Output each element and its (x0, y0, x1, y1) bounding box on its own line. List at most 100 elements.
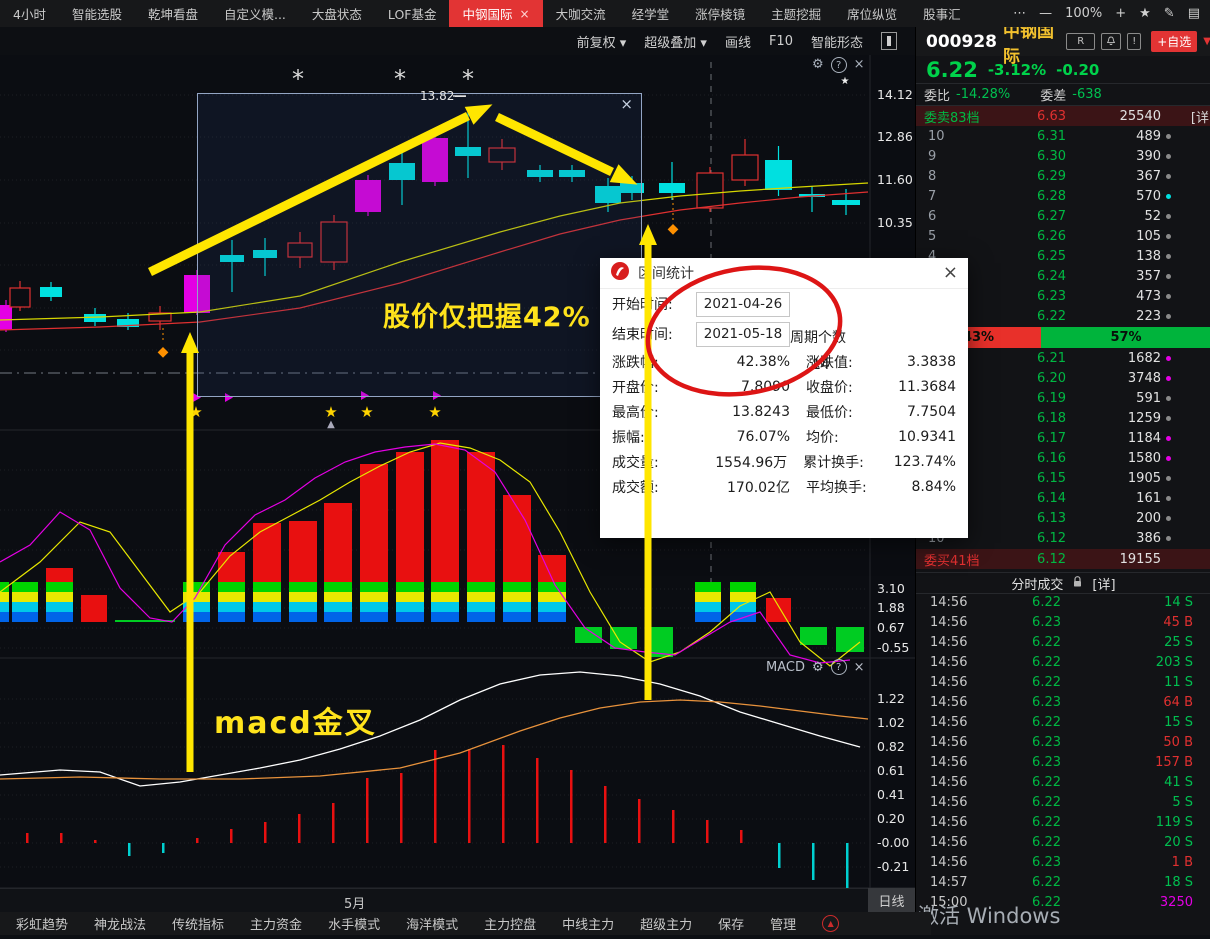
tab-13[interactable]: 股事汇 (923, 7, 961, 22)
ask-row[interactable]: 5 6.26 105 (916, 226, 1210, 246)
tape-row[interactable]: 14:56 6.22 11 S (930, 675, 1193, 690)
tape-detail-link[interactable]: [详] (1092, 577, 1116, 593)
tape-row[interactable]: 14:56 6.23 157 B (930, 755, 1193, 770)
toolbar-item-5[interactable]: 智能形态 (810, 35, 863, 51)
candle-style-icon[interactable] (881, 32, 897, 50)
tape-row[interactable]: 14:56 6.22 15 S (930, 715, 1193, 730)
selection-close-icon[interactable]: × (620, 95, 633, 113)
tape-row[interactable]: 14:56 6.22 14 S (930, 595, 1193, 610)
tab-close-icon[interactable]: × (519, 6, 530, 21)
ask-row[interactable]: 8 6.29 367 (916, 166, 1210, 186)
add-favorite-button[interactable]: +自选 (1151, 31, 1198, 52)
tab-7[interactable]: 中钢国际 × (449, 0, 543, 27)
bottom-item-11[interactable]: 管理 (770, 918, 797, 933)
end-date-input[interactable] (696, 321, 790, 347)
stock-code: 000928 (926, 31, 997, 52)
tab-5[interactable]: 大盘状态 (311, 7, 362, 22)
macd-close-icon[interactable]: × (853, 659, 865, 675)
toolbar-item-1[interactable]: 前复权 ▾ (576, 35, 627, 51)
period-selector[interactable]: 日线 (868, 888, 915, 912)
zoom-level[interactable]: 100% (1065, 6, 1103, 21)
selection-box[interactable]: × (197, 93, 642, 397)
sell-summary-row[interactable]: 委卖83档 6.63 25540 [详 (916, 106, 1210, 126)
ask-row[interactable]: 4 6.25 138 (916, 246, 1210, 266)
bottom-item-9[interactable]: 超级主力 (640, 918, 693, 933)
minimize-icon[interactable]: — (1039, 6, 1053, 21)
tab-9[interactable]: 经学堂 (631, 7, 670, 22)
chart-close-icon[interactable]: × (853, 57, 865, 72)
tape-row[interactable]: 14:56 6.23 64 B (930, 695, 1193, 710)
tape-row[interactable]: 14:56 6.22 20 S (930, 835, 1193, 850)
candle (148, 306, 172, 330)
bottom-item-7[interactable]: 主力控盘 (484, 918, 537, 933)
macd-bar (94, 840, 97, 843)
bottom-item-5[interactable]: 水手模式 (328, 918, 381, 933)
bottom-item-1[interactable]: 彩虹趋势 (16, 918, 69, 933)
tab-2[interactable]: 智能选股 (71, 7, 122, 22)
annotation-macd-note: macd金叉 (214, 706, 377, 741)
tape-row[interactable]: 14:56 6.23 45 B (930, 615, 1193, 630)
ask-row[interactable]: 10 6.31 489 (916, 126, 1210, 146)
toolbar-item-4[interactable]: F10 (768, 33, 793, 49)
layout-icon[interactable]: ▤ (1187, 6, 1200, 21)
macd-settings-icon[interactable]: ⚙ (811, 659, 824, 675)
more-icon[interactable]: ⋯ (1013, 6, 1027, 21)
tape-row[interactable]: 14:57 6.22 18 S (930, 875, 1193, 890)
tab-12[interactable]: 席位纵览 (847, 7, 898, 22)
tape-row[interactable]: 14:56 6.22 5 S (930, 795, 1193, 810)
tab-3[interactable]: 乾坤看盘 (147, 7, 198, 22)
tape-row[interactable]: 14:56 6.23 50 B (930, 735, 1193, 750)
queue-dot (1166, 293, 1171, 299)
bid-levels: 16.21168226.20374836.1959146.18125956.17… (916, 348, 1210, 548)
favorite-caret-icon[interactable]: ▼ (1203, 36, 1210, 47)
popup-stat-row: 成交量: 1554.96万 累计换手: 123.74% (612, 453, 956, 471)
candle (799, 186, 825, 212)
bottom-item-3[interactable]: 传统指标 (172, 918, 225, 933)
tape-row[interactable]: 15:00 6.22 3250 (930, 895, 1193, 910)
tape-row[interactable]: 14:56 6.23 1 B (930, 855, 1193, 870)
tab-8[interactable]: 大咖交流 (555, 7, 606, 22)
expand-up-icon[interactable]: ▲ (822, 915, 840, 932)
registration-badge: R (1066, 33, 1096, 50)
macd-bar (366, 778, 369, 843)
bottom-item-2[interactable]: 神龙战法 (94, 918, 147, 933)
pencil-icon[interactable]: ✎ (1163, 6, 1175, 21)
bottom-item-6[interactable]: 海洋模式 (406, 918, 459, 933)
macd-bar (672, 810, 675, 843)
gray-triangle-marker: ▲ (327, 419, 335, 430)
favorite-star-icon[interactable]: ★ (1139, 6, 1151, 21)
interval-stats-popup[interactable]: 区间统计 × 开始时间: 结束时间: 周期个数 14 涨跌幅:42.38%涨跌值… (600, 258, 968, 538)
macd-bar (468, 749, 471, 843)
tab-4[interactable]: 自定义模... (223, 7, 286, 22)
tape-row[interactable]: 14:56 6.22 41 S (930, 775, 1193, 790)
alert-bell-icon[interactable] (1101, 33, 1122, 50)
bottom-item-4[interactable]: 主力资金 (250, 918, 303, 933)
tab-11[interactable]: 主题挖掘 (771, 7, 822, 22)
toolbar-item-2[interactable]: 超级叠加 ▾ (644, 35, 707, 51)
sell-detail-link[interactable]: [详 (1190, 110, 1209, 126)
bottom-item-10[interactable]: 保存 (718, 918, 745, 933)
buy-summary-row[interactable]: 委买41档 6.12 19155 (916, 549, 1210, 569)
tape-row[interactable]: 14:56 6.22 25 S (930, 635, 1193, 650)
tape-row[interactable]: 14:56 6.22 119 S (930, 815, 1193, 830)
toolbar-item-3[interactable]: 画线 (724, 35, 751, 51)
chart-settings-icon[interactable]: ⚙ (812, 57, 824, 72)
queue-dot (1166, 173, 1171, 179)
tab-10[interactable]: 涨停棱镜 (695, 7, 746, 22)
macd-bar (60, 833, 63, 843)
chart-help-icon[interactable]: ? (830, 57, 847, 73)
zoom-in-icon[interactable]: + (1115, 6, 1127, 21)
tape-row[interactable]: 14:56 6.22 203 S (930, 655, 1193, 670)
macd-help-icon[interactable]: ? (830, 659, 847, 675)
ask-row[interactable]: 6 6.27 52 (916, 206, 1210, 226)
ask-row[interactable]: 9 6.30 390 (916, 146, 1210, 166)
start-date-input[interactable] (696, 291, 790, 317)
tab-1[interactable]: 4小时 (13, 7, 46, 22)
ask-row[interactable]: 7 6.28 570 (916, 186, 1210, 206)
tab-6[interactable]: LOF基金 (387, 7, 437, 22)
popup-close-icon[interactable]: × (942, 262, 958, 283)
warning-icon[interactable]: ! (1127, 33, 1142, 50)
bottom-item-8[interactable]: 中线主力 (562, 918, 615, 933)
